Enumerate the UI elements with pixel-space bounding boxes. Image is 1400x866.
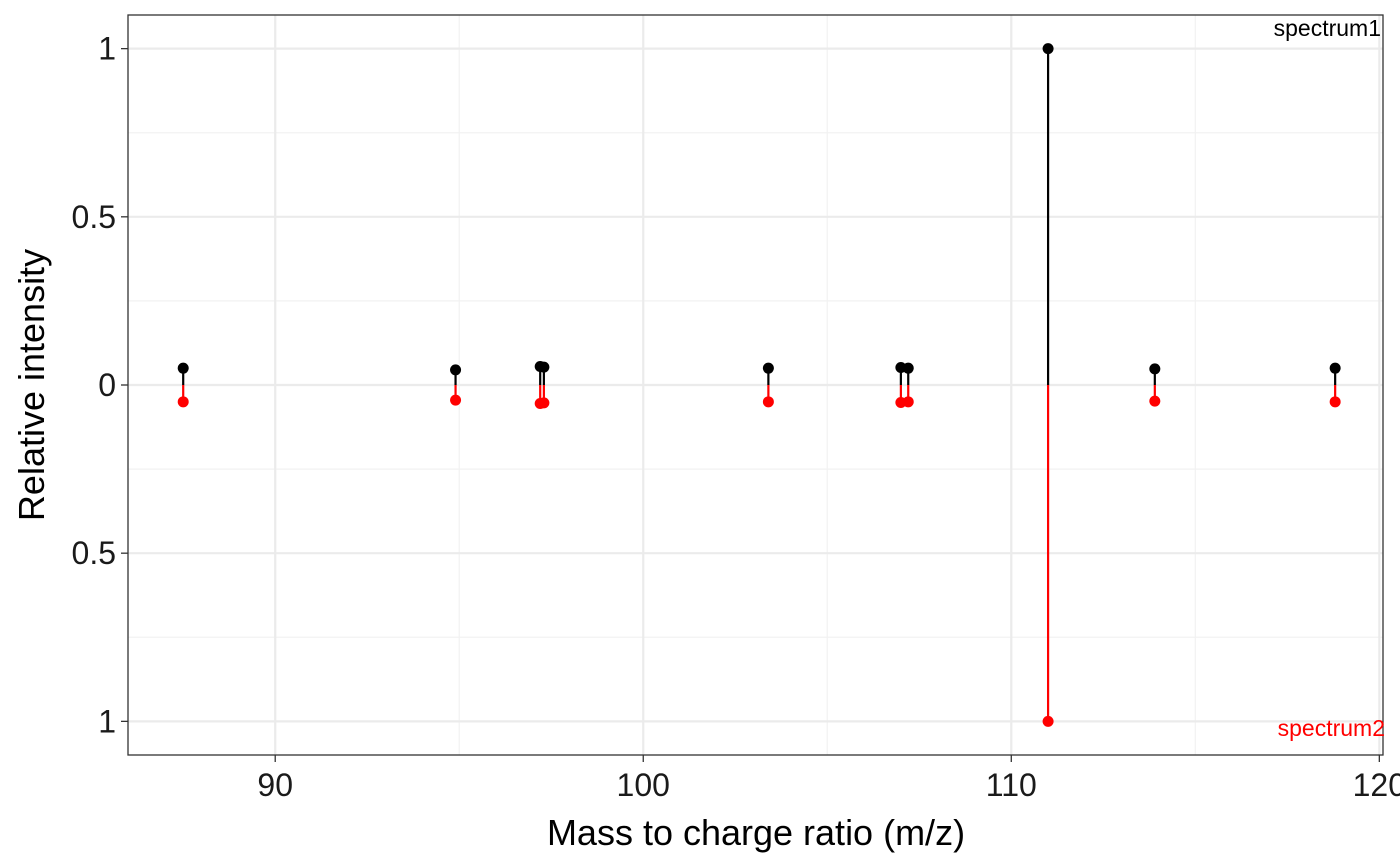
y-tick-label: 0.5 <box>72 199 116 235</box>
spectrum1-peak-point <box>1149 363 1161 375</box>
spectrum2-peak-point <box>177 396 189 408</box>
x-axis-title: Mass to charge ratio (m/z) <box>547 812 965 853</box>
x-tick-label: 110 <box>986 767 1037 803</box>
spectrum2-peak-point <box>538 397 550 409</box>
spectrum2-peak-point <box>1329 396 1341 408</box>
x-tick-label: 100 <box>617 767 670 803</box>
spectrum1-peak-point <box>177 362 189 374</box>
x-tick-label: 120 <box>1353 767 1400 803</box>
y-tick-label: 0 <box>98 367 116 403</box>
x-axis: 90 100 110 120 <box>257 755 1400 803</box>
spectrum1-peak-point <box>538 361 550 373</box>
y-tick-label: 0.5 <box>72 535 116 571</box>
spectrum1-peak-point <box>902 362 914 374</box>
spectrum2-peak-point <box>1149 395 1161 407</box>
peaks-layer <box>177 43 1341 727</box>
y-axis: 1 0.5 0 0.5 1 <box>72 31 128 739</box>
spectrum1-peak-point <box>450 364 462 376</box>
y-axis-title: Relative intensity <box>11 249 52 521</box>
x-tick-label: 90 <box>257 767 293 803</box>
spectrum2-label: spectrum2 <box>1278 715 1385 741</box>
spectrum2-peak-point <box>762 396 774 408</box>
y-tick-label: 1 <box>98 703 116 739</box>
major-gridlines <box>128 15 1383 755</box>
spectrum2-peak-point <box>902 396 914 408</box>
spectrum2-peak-point <box>450 394 462 406</box>
spectrum2-peak-point <box>1042 715 1054 727</box>
spectrum1-peak-point <box>1329 362 1341 374</box>
spectrum1-peak-point <box>762 362 774 374</box>
spectrum1-label: spectrum1 <box>1274 15 1381 41</box>
spectrum1-peak-point <box>1042 43 1054 55</box>
y-tick-label: 1 <box>98 31 116 67</box>
